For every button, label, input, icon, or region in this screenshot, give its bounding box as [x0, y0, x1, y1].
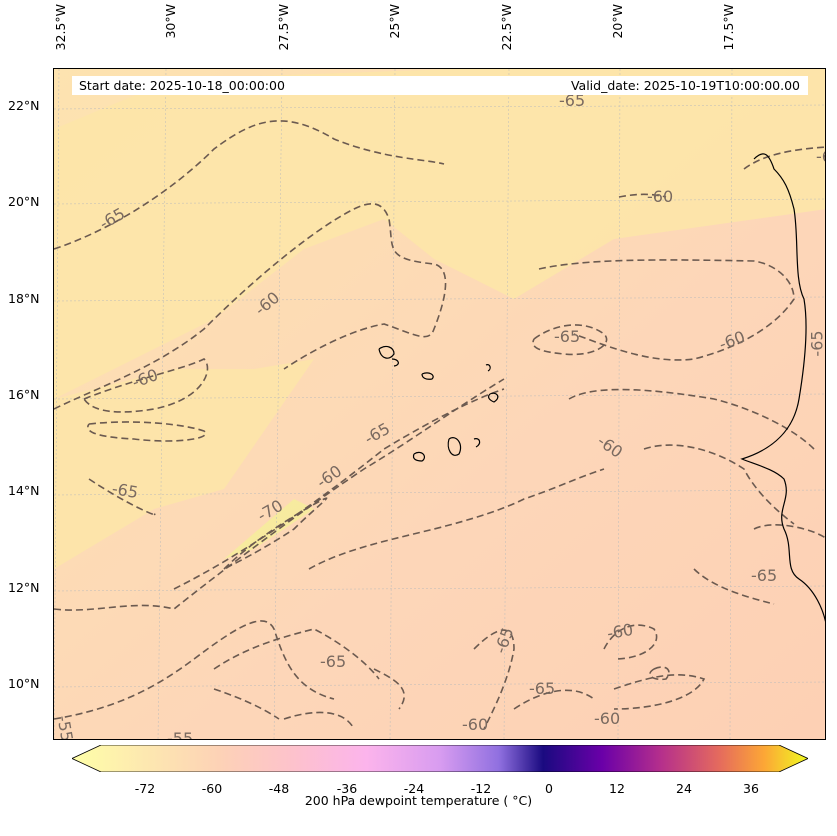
lon-label: 30°W: [163, 4, 178, 39]
lat-label: 10°N: [8, 676, 40, 691]
colorbar-tick: -48: [268, 781, 290, 796]
colorbar-tick: -24: [403, 781, 425, 796]
colorbar-label: 200 hPa dewpoint temperature ( °C): [304, 793, 533, 808]
contour-label: -55: [167, 729, 194, 740]
valid-date-text: Valid_date: 2025-10-19T10:00:00.00: [570, 78, 800, 93]
lat-label: 14°N: [8, 483, 40, 498]
dewpoint-field: [54, 69, 825, 739]
dry-zone-core: [224, 499, 314, 559]
colorbar-tick: 24: [676, 781, 692, 796]
contour-label: -65: [559, 91, 586, 110]
colorbar-tick: 0: [545, 781, 553, 796]
colorbar-tick: -12: [470, 781, 492, 796]
contour-label: -60: [594, 709, 621, 728]
lon-label: 32.5°W: [53, 4, 68, 51]
colorbar-tick: -60: [201, 781, 223, 796]
lon-label: 27.5°W: [276, 4, 291, 51]
graticule: [54, 69, 825, 739]
dry-zone-north: [54, 69, 825, 399]
lat-label: 12°N: [8, 580, 40, 595]
lon-label: 20°W: [610, 4, 625, 39]
contour-label: -60: [462, 715, 489, 734]
colorbar-tick: -72: [134, 781, 156, 796]
lat-label: 16°N: [8, 387, 40, 402]
start-date-text: Start date: 2025-10-18_00:00:00: [79, 78, 285, 93]
colorbar: [72, 745, 808, 772]
map-panel: -65 -60 -65 -60 -60 -65 -60 -65 -70 -60 …: [53, 68, 826, 740]
lon-label: 22.5°W: [499, 4, 514, 51]
contours: [54, 120, 825, 730]
colorbar-tick: 12: [609, 781, 625, 796]
contour-label: -6: [816, 147, 825, 166]
lat-label: 20°N: [8, 194, 40, 209]
coastline: [378, 153, 825, 622]
lon-label: 25°W: [387, 4, 402, 39]
colorbar-body: [72, 745, 808, 772]
contour-label: -65: [807, 330, 826, 357]
date-info-box: Start date: 2025-10-18_00:00:00 Valid_da…: [72, 76, 808, 95]
contour-label: -65: [554, 327, 581, 346]
colorbar-tick: 36: [743, 781, 759, 796]
lat-label: 22°N: [8, 98, 40, 113]
lat-label: 18°N: [8, 291, 40, 306]
contour-label: -65: [751, 566, 778, 585]
contour-label: -65: [320, 652, 347, 671]
contour-label: -60: [647, 187, 674, 206]
lon-label: 17.5°W: [721, 4, 736, 51]
colorbar-tick: -36: [336, 781, 358, 796]
contour-label: -65: [529, 679, 556, 698]
